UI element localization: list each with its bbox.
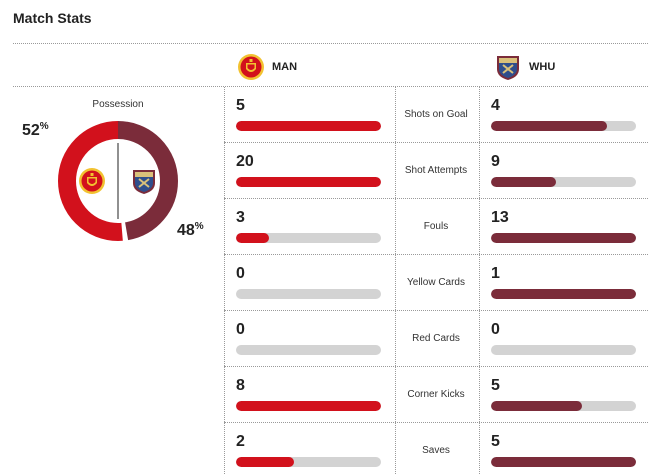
stat-row: 20 Shot Attempts 9 — [224, 143, 648, 199]
possession-away-value: 48 — [177, 222, 195, 239]
stat-row: 0 Red Cards 0 — [224, 311, 648, 367]
column-divider — [224, 87, 225, 474]
home-stat-bar — [236, 121, 381, 131]
stat-label: Saves — [422, 445, 450, 456]
possession-home-ring — [58, 121, 178, 241]
west-ham-crest-icon — [133, 170, 155, 194]
man-utd-crest-icon — [79, 168, 105, 194]
home-stat-bar — [236, 457, 381, 467]
away-stat-value: 13 — [491, 209, 509, 226]
away-stat-bar — [491, 233, 636, 243]
stat-label: Fouls — [423, 221, 449, 232]
stat-label: Shots on Goal — [404, 109, 468, 120]
away-stat-bar-fill — [491, 121, 607, 131]
home-stat-value: 3 — [236, 209, 245, 226]
row-divider — [224, 422, 648, 423]
header-divider — [13, 86, 648, 87]
row-divider — [224, 254, 648, 255]
home-stat-bar — [236, 233, 381, 243]
stat-row: 3 Fouls 13 — [224, 199, 648, 255]
row-divider — [224, 310, 648, 311]
home-stat-value: 5 — [236, 97, 245, 114]
home-stat-value: 20 — [236, 153, 254, 170]
away-stat-bar-fill — [491, 457, 636, 467]
stat-row: 8 Corner Kicks 5 — [224, 367, 648, 423]
top-divider — [13, 43, 648, 44]
home-stat-bar-fill — [236, 233, 270, 243]
stat-row: 2 Saves 5 — [224, 423, 648, 474]
away-stat-value: 1 — [491, 265, 500, 282]
away-team-abbr: WHU — [529, 61, 556, 73]
home-stat-value: 2 — [236, 433, 245, 450]
away-stat-bar — [491, 457, 636, 467]
away-stat-bar-fill — [491, 233, 636, 243]
home-stat-bar-fill — [236, 401, 381, 411]
home-stat-bar-fill — [236, 457, 294, 467]
home-stat-bar — [236, 177, 381, 187]
home-team-header: MAN — [237, 52, 297, 82]
possession-home-value: 52 — [22, 122, 40, 139]
away-stat-bar — [491, 401, 636, 411]
home-stat-bar — [236, 345, 381, 355]
stat-label: Shot Attempts — [404, 165, 468, 176]
away-stat-value: 5 — [491, 433, 500, 450]
stat-label: Red Cards — [412, 333, 460, 344]
possession-home-pct: 52% — [22, 121, 49, 140]
possession-donut — [58, 121, 178, 241]
possession-away-pct: 48% — [177, 221, 204, 240]
row-divider — [224, 142, 648, 143]
row-divider — [224, 198, 648, 199]
home-team-abbr: MAN — [272, 61, 298, 73]
man-utd-crest-icon — [238, 54, 264, 80]
match-stats-title: Match Stats — [13, 10, 92, 26]
column-divider — [395, 87, 396, 474]
stat-row: 5 Shots on Goal 4 — [224, 87, 648, 143]
pct-symbol: % — [194, 221, 204, 232]
pct-symbol: % — [39, 121, 49, 132]
home-stat-bar — [236, 401, 381, 411]
home-stat-bar-fill — [236, 121, 381, 131]
home-stat-bar-fill — [236, 177, 381, 187]
away-stat-bar — [491, 289, 636, 299]
away-stat-bar-fill — [491, 401, 583, 411]
west-ham-crest-icon — [497, 56, 519, 80]
stat-row: 0 Yellow Cards 1 — [224, 255, 648, 311]
away-stat-value: 5 — [491, 377, 500, 394]
away-stat-bar-fill — [491, 177, 557, 187]
away-stat-value: 9 — [491, 153, 500, 170]
away-stat-value: 4 — [491, 97, 500, 114]
away-stat-bar — [491, 177, 636, 187]
home-stat-value: 0 — [236, 321, 245, 338]
away-stat-bar — [491, 121, 636, 131]
away-stat-bar — [491, 345, 636, 355]
stat-label: Corner Kicks — [407, 389, 465, 400]
row-divider — [224, 366, 648, 367]
away-stat-bar-fill — [491, 289, 636, 299]
away-team-header: WHU — [494, 52, 555, 82]
possession-label: Possession — [92, 99, 144, 110]
stat-label: Yellow Cards — [407, 277, 465, 288]
away-stat-value: 0 — [491, 321, 500, 338]
column-divider — [479, 87, 480, 474]
home-stat-value: 8 — [236, 377, 245, 394]
home-stat-bar — [236, 289, 381, 299]
home-stat-value: 0 — [236, 265, 245, 282]
